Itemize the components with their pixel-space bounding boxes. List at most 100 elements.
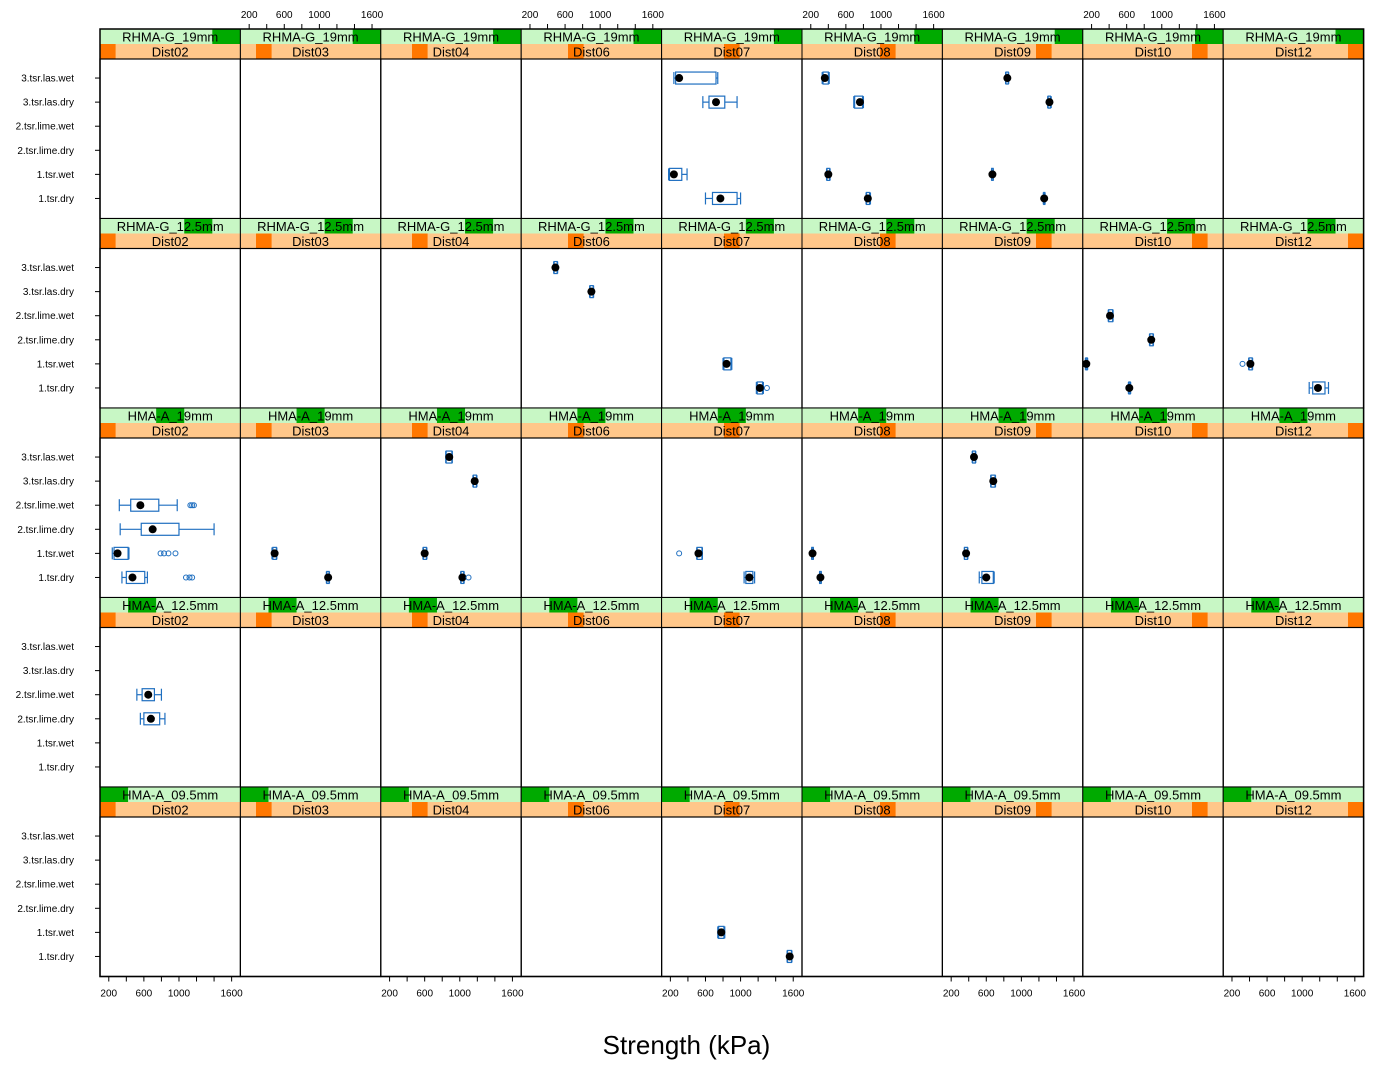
outlier-point <box>186 574 193 581</box>
panel-frame <box>941 58 1084 220</box>
y-tick-label: 1.tsr.wet <box>37 928 74 939</box>
district-strip-marker <box>568 802 584 817</box>
district-strip-bg <box>1082 612 1224 628</box>
x-tick-label: 600 <box>136 989 153 1000</box>
district-strip-label: Dist04 <box>433 45 470 60</box>
mix-strip-label: RHMA-G_12.5mm <box>398 219 505 234</box>
outlier-point <box>189 502 196 509</box>
box-iqr <box>130 498 160 512</box>
box-iqr <box>1312 381 1326 395</box>
x-tick-label: 200 <box>100 989 117 1000</box>
district-strip-label: Dist02 <box>152 234 189 249</box>
median-dot <box>1045 98 1054 107</box>
district-strip-marker <box>1348 44 1364 59</box>
mix-strip-marker <box>942 787 971 802</box>
x-tick-label: 600 <box>697 989 714 1000</box>
median-dot <box>785 952 794 961</box>
panel-frame <box>239 247 382 409</box>
mix-strip-bg <box>380 787 522 802</box>
x-tick-label: 600 <box>1259 989 1276 1000</box>
mix-strip-marker <box>773 29 802 44</box>
panel-frame <box>1222 247 1365 409</box>
district-strip-bg <box>802 612 943 628</box>
panel-frame <box>239 626 382 788</box>
x-tick-label: 1600 <box>1344 989 1367 1000</box>
mix-strip-bg <box>942 29 1083 44</box>
mix-strip-label: HMA-A_19mm <box>1110 409 1195 424</box>
district-strip-marker <box>256 802 272 817</box>
mix-strip-marker <box>1307 218 1336 234</box>
district-strip-marker <box>568 44 584 59</box>
box-iqr <box>668 167 683 181</box>
panel-frame <box>1222 437 1365 599</box>
district-strip-label: Dist09 <box>994 45 1031 60</box>
mix-strip-label: RHMA-G_12.5mm <box>959 219 1066 234</box>
y-tick-label: 3.tsr.las.wet <box>21 263 74 274</box>
mix-strip-bg <box>802 29 943 44</box>
mix-strip-marker <box>212 29 241 44</box>
district-strip-label: Dist10 <box>1135 45 1172 60</box>
district-strip-bg <box>240 423 381 438</box>
panel-frame <box>520 58 663 220</box>
district-strip-marker <box>412 44 428 59</box>
panel-frame <box>239 437 382 599</box>
mix-strip-label: HMA-A_19mm <box>549 409 634 424</box>
district-strip-marker <box>880 802 896 817</box>
district-strip-bg <box>100 233 241 249</box>
mix-strip-marker <box>268 597 297 613</box>
mix-strip-marker <box>717 408 746 423</box>
mix-strip-bg <box>380 29 522 44</box>
panel-frame <box>520 247 663 409</box>
district-strip-bg <box>100 802 241 817</box>
outlier-point <box>172 550 179 557</box>
mix-strip-label: HMA-A_19mm <box>128 409 213 424</box>
district-strip-marker <box>412 612 428 628</box>
mix-strip-marker <box>970 597 999 613</box>
y-tick-label: 3.tsr.las.dry <box>23 98 74 109</box>
y-tick-label: 2.tsr.lime.wet <box>16 122 75 133</box>
median-dot <box>458 573 467 582</box>
mix-strip-marker <box>661 787 690 802</box>
mix-strip-marker <box>577 408 606 423</box>
panel-frame <box>99 626 241 788</box>
mix-strip-bg <box>521 787 662 802</box>
trellis-frame <box>99 28 1365 978</box>
district-strip-label: Dist12 <box>1275 424 1312 439</box>
median-dot <box>669 170 678 179</box>
district-strip-bg <box>1223 44 1364 59</box>
district-strip-label: Dist02 <box>152 45 189 60</box>
district-strip-label: Dist10 <box>1135 424 1172 439</box>
outlier-point <box>187 502 194 509</box>
x-tick-label: 1600 <box>923 10 946 21</box>
district-strip-bg <box>1082 233 1224 249</box>
outlier-point <box>165 550 172 557</box>
mix-strip-marker <box>352 29 381 44</box>
district-strip-marker <box>1348 612 1364 628</box>
y-tick-label: 2.tsr.lime.dry <box>17 335 74 346</box>
panel-frame <box>941 626 1084 788</box>
mix-strip-bg <box>240 787 381 802</box>
district-strip-label: Dist04 <box>433 234 470 249</box>
mix-strip-label: HMA-A_19mm <box>830 409 915 424</box>
x-tick-label: 1000 <box>449 989 472 1000</box>
panel-frame <box>239 58 382 220</box>
district-strip-label: Dist08 <box>854 234 891 249</box>
district-strip-label: Dist07 <box>713 613 750 628</box>
district-strip-bg <box>100 423 241 438</box>
mix-strip-bg <box>802 787 943 802</box>
mix-strip-label: RHMA-G_19mm <box>965 30 1061 45</box>
district-strip-marker <box>100 802 116 817</box>
panel-frame <box>660 247 803 409</box>
mix-strip-label: HMA-A_12.5mm <box>1245 598 1341 613</box>
x-tick-label: 200 <box>802 10 819 21</box>
mix-strip-label: HMA-A_19mm <box>689 409 774 424</box>
mix-strip-label: HMA-A_09.5mm <box>122 788 218 803</box>
y-tick-label: 2.tsr.lime.wet <box>16 690 75 701</box>
mix-strip-bg <box>1223 787 1364 802</box>
mix-strip-label: HMA-A_09.5mm <box>403 788 499 803</box>
district-strip-label: Dist06 <box>573 45 610 60</box>
median-dot <box>144 690 153 699</box>
mix-strip-label: HMA-A_09.5mm <box>824 788 920 803</box>
panel-frame <box>1082 437 1224 599</box>
median-dot <box>1147 335 1156 344</box>
